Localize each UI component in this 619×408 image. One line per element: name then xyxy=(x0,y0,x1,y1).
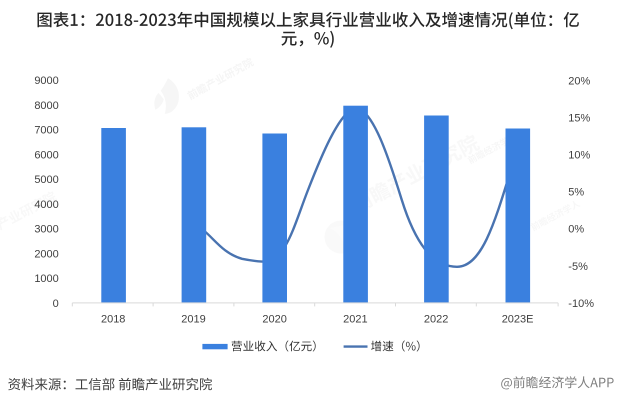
svg-text:-10%: -10% xyxy=(568,298,594,310)
svg-text:5%: 5% xyxy=(568,187,584,199)
svg-text:2020: 2020 xyxy=(262,314,286,326)
svg-text:2023E: 2023E xyxy=(502,314,534,326)
svg-text:8000: 8000 xyxy=(34,100,58,112)
svg-text:7000: 7000 xyxy=(34,125,58,137)
svg-text:0: 0 xyxy=(53,298,59,310)
svg-text:2018: 2018 xyxy=(101,314,125,326)
svg-text:0%: 0% xyxy=(568,224,584,236)
svg-text:1000: 1000 xyxy=(34,273,58,285)
svg-text:6000: 6000 xyxy=(34,149,58,161)
svg-text:2000: 2000 xyxy=(34,248,58,260)
svg-text:2022: 2022 xyxy=(424,314,448,326)
svg-text:2021: 2021 xyxy=(343,314,367,326)
svg-text:9000: 9000 xyxy=(34,75,58,87)
svg-text:10%: 10% xyxy=(568,150,590,162)
svg-text:2019: 2019 xyxy=(181,314,205,326)
svg-text:5000: 5000 xyxy=(34,174,58,186)
svg-text:20%: 20% xyxy=(568,75,590,87)
svg-text:15%: 15% xyxy=(568,112,590,124)
svg-text:3000: 3000 xyxy=(34,224,58,236)
svg-text:-5%: -5% xyxy=(568,261,588,273)
svg-text:4000: 4000 xyxy=(34,199,58,211)
